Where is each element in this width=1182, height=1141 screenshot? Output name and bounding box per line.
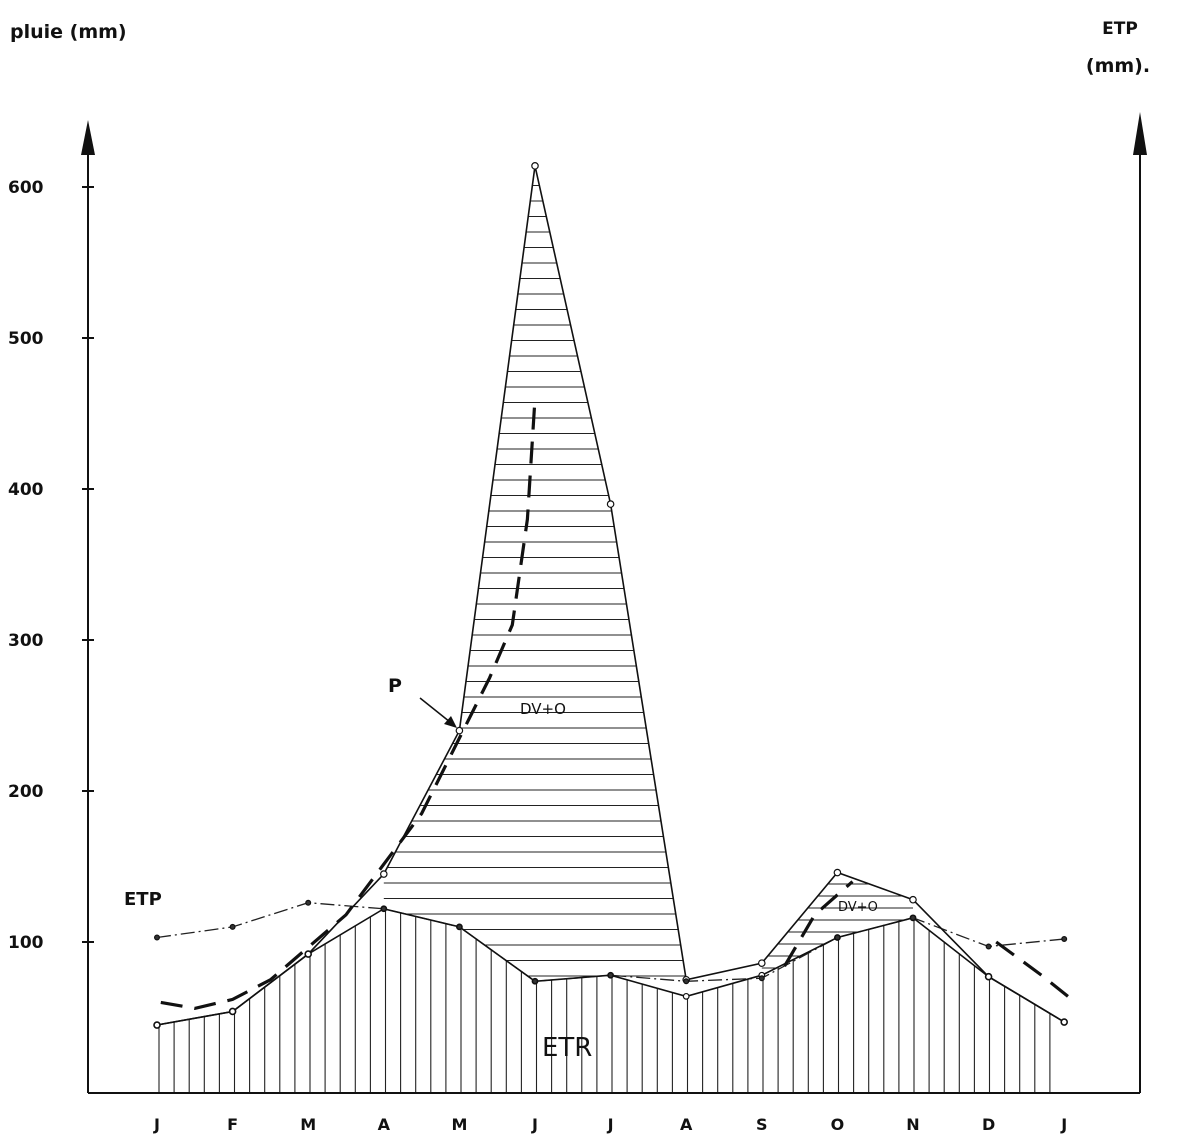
y-tick-label: 300 [8,631,44,651]
etr-point [229,1008,237,1015]
dashed-curve-2 [783,880,854,968]
p-label: P [388,675,402,697]
dashed-curve-1 [160,398,537,1011]
p-point [757,959,766,967]
p-point [379,870,388,878]
left-axis-label: pluie (mm) [10,21,127,43]
etr-point [1060,1018,1068,1026]
x-tick-label: A [680,1115,693,1134]
etp-point [985,943,992,950]
surplus-hatching-second [761,872,913,969]
x-tick-label: S [756,1115,768,1134]
p-point [606,500,615,508]
series-line-etr [156,907,1065,1026]
series-line-p [156,165,1065,1026]
p-point [455,726,464,735]
etp-point [909,914,916,921]
x-tick-label: O [831,1115,845,1134]
p-point [833,868,842,877]
etp-point [531,978,538,985]
x-tick-label: J [153,1115,160,1134]
dashed-curve-3 [995,940,1073,1001]
x-tick-label: M [300,1115,316,1134]
x-tick-label: A [378,1115,391,1134]
p-arrow-head [444,716,457,728]
x-tick-label: M [451,1115,467,1134]
etr-hatching [158,908,1051,1093]
y-tick-label: 100 [8,933,44,953]
etp-point [305,899,312,906]
right-axis-label-line2: (mm). [1086,55,1150,77]
x-tick-label: J [607,1115,614,1134]
etp-point [607,972,614,979]
etp-point [1061,935,1068,942]
y-tick-label: 500 [8,329,44,349]
etp-point [834,934,841,941]
etp-point [758,975,765,982]
y-tick-label: 400 [8,480,44,500]
x-tick-label: F [227,1115,238,1134]
p-point [909,895,917,904]
etr-point [153,1021,161,1029]
dv-o-second-label: DV+O [838,900,878,915]
axes [81,112,1147,1094]
etp-label: ETP [124,889,162,910]
etp-point [154,934,161,941]
etp-point [229,923,236,930]
etr-point [985,973,992,981]
etr-point [304,950,312,958]
etr-point [682,992,690,1000]
x-tick-label: N [906,1115,919,1134]
p-point [531,162,539,170]
right-axis-arrow [1133,112,1147,155]
left-axis-arrow [81,120,95,155]
series-layer [153,162,1073,1029]
y-ticks: 100 200 300 400 500 600 [8,178,94,953]
etp-point [380,905,387,912]
x-tick-label: J [1060,1115,1067,1134]
y-tick-label: 200 [8,782,44,802]
x-tick-label: J [531,1115,538,1134]
etp-point [456,923,463,930]
y-tick-label: 600 [8,178,44,198]
etr-label: ETR [542,1033,592,1063]
etp-point [683,978,690,985]
x-tick-label: D [982,1115,995,1134]
dv-o-main-label: DV+O [520,700,566,718]
right-axis-label-line1: ETP [1102,19,1138,39]
